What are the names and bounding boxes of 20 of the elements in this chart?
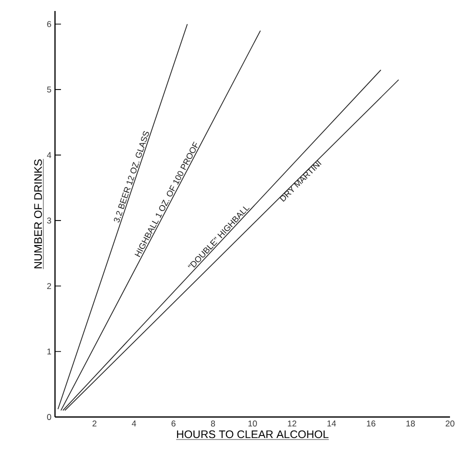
- y-tick-label: 2: [47, 283, 52, 289]
- x-tick-label: 18: [406, 420, 415, 427]
- y-tick-label: 5: [47, 86, 52, 93]
- y-tick-label: 0: [47, 414, 52, 420]
- x-tick-label: 16: [366, 420, 376, 427]
- x-tick-label: 20: [446, 420, 454, 427]
- text: 3.2 BEER 12 OZ. GLASS: [114, 131, 149, 222]
- x-tick-label: 14: [327, 420, 336, 426]
- y-tick-label: 1: [47, 348, 52, 354]
- x-tick-label: 10: [248, 420, 257, 427]
- x-tick-label: 2: [92, 420, 96, 426]
- y-axis-title: NUMBER OF DRINKS: [34, 159, 42, 268]
- x-tick-label: 8: [211, 420, 215, 427]
- x-tick-label: 4: [132, 420, 136, 426]
- x-tick-label: 12: [288, 420, 296, 426]
- y-tick-label: 4: [46, 152, 52, 158]
- x-axis-title: HOURS TO CLEAR ALCOHOL: [177, 430, 328, 438]
- y-tick-label: 6: [47, 21, 52, 28]
- x-tick-label: 6: [172, 420, 176, 427]
- y-tick-label: 3: [47, 218, 52, 224]
